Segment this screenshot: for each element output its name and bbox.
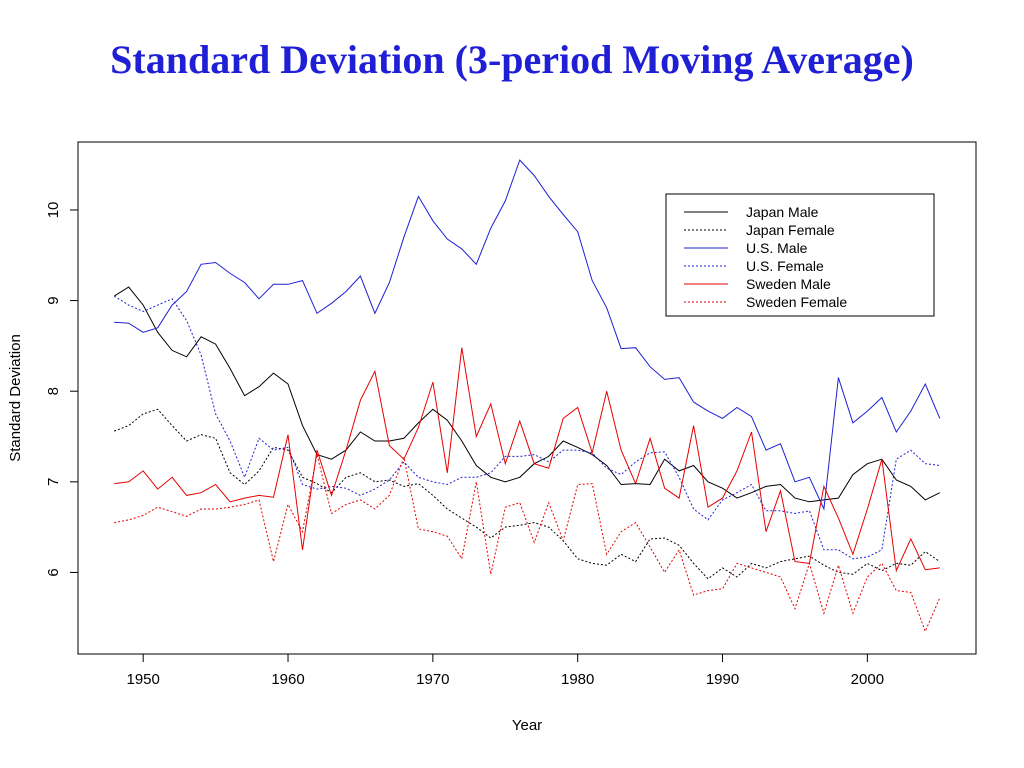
x-tick-label: 1960 xyxy=(271,671,304,688)
y-tick-label: 8 xyxy=(45,387,62,395)
legend-label: Sweden Male xyxy=(746,276,831,292)
x-tick-label: 2000 xyxy=(851,671,884,688)
x-tick-label: 1970 xyxy=(416,671,449,688)
series-line-japan-male xyxy=(113,286,941,503)
legend-label: Japan Female xyxy=(746,222,835,238)
slide-title: Standard Deviation (3-period Moving Aver… xyxy=(110,37,914,82)
legend-label: U.S. Female xyxy=(746,258,824,274)
x-tick-label: 1990 xyxy=(706,671,739,688)
legend: Japan Male Japan Female U.S. Male U.S. Fema… xyxy=(665,193,935,317)
x-tick-label: 1980 xyxy=(561,671,594,688)
series-line-u-s-male xyxy=(114,159,941,511)
y-tick-label: 10 xyxy=(45,202,62,219)
y-axis-title: Standard Deviation xyxy=(7,334,24,462)
x-tick-label: 1950 xyxy=(126,671,159,688)
legend-label: Japan Male xyxy=(746,204,819,220)
series-layer xyxy=(113,159,941,633)
y-tick-label: 7 xyxy=(45,478,62,486)
series-line-u-s-female xyxy=(113,295,940,560)
series-line-sweden-female xyxy=(114,454,941,633)
axes: 1950 1960 1970 1980 1990 2000 6 7 8 9 10 xyxy=(45,202,884,688)
series-line-sweden-male xyxy=(114,347,940,573)
x-axis-title: Year xyxy=(512,717,542,734)
legend-label: U.S. Male xyxy=(746,240,808,256)
legend-label: Sweden Female xyxy=(746,294,847,310)
y-tick-label: 9 xyxy=(45,296,62,304)
series-line-japan-female xyxy=(114,408,941,580)
y-tick-label: 6 xyxy=(45,568,62,576)
legend-box xyxy=(665,193,935,317)
